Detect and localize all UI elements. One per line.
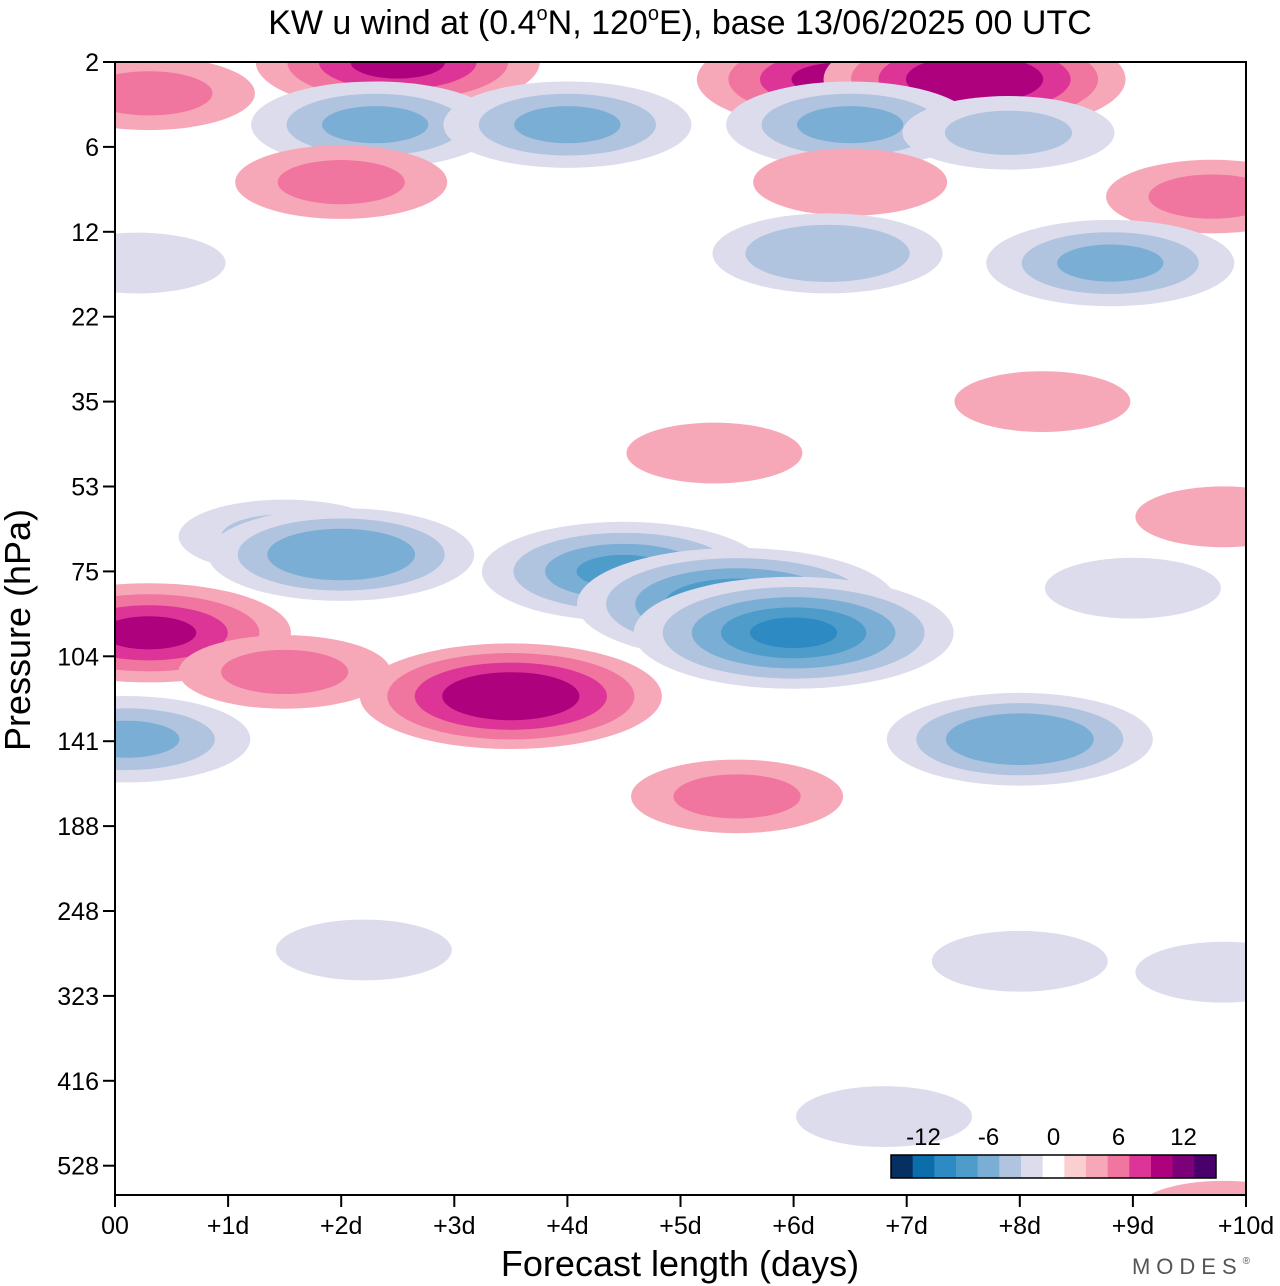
wind-field-contour bbox=[321, 106, 429, 144]
y-tick-label: 22 bbox=[71, 304, 99, 332]
wind-field-contour bbox=[975, 723, 1065, 755]
wind-field-contour bbox=[749, 617, 838, 649]
wind-field-contour bbox=[1148, 1180, 1246, 1195]
y-tick-label: 2 bbox=[85, 49, 99, 77]
y-tick-label: 188 bbox=[57, 813, 99, 841]
colorbar-swatch bbox=[999, 1155, 1022, 1178]
wind-field-contour bbox=[944, 110, 1073, 155]
colorbar-swatch bbox=[1064, 1155, 1087, 1178]
wind-field-contour bbox=[277, 160, 405, 205]
x-tick-label: +2d bbox=[320, 1212, 362, 1240]
colorbar-swatch bbox=[1172, 1155, 1195, 1178]
colorbar-swatch bbox=[1151, 1155, 1174, 1178]
wind-field-contour bbox=[931, 930, 1108, 992]
colorbar-swatch bbox=[934, 1155, 957, 1178]
wind-field-contour bbox=[1135, 941, 1246, 1003]
colorbar-swatch bbox=[1194, 1155, 1217, 1178]
colorbar-swatch bbox=[1107, 1155, 1130, 1178]
y-tick-label: 6 bbox=[85, 134, 99, 162]
y-tick-label: 416 bbox=[57, 1068, 99, 1096]
wind-field-contour bbox=[791, 161, 909, 203]
x-tick-label: +5d bbox=[659, 1212, 701, 1240]
wind-field-contour bbox=[221, 649, 349, 695]
x-tick-label: +10d bbox=[1218, 1212, 1274, 1240]
y-tick-label: 35 bbox=[71, 389, 99, 417]
y-tick-label: 248 bbox=[57, 898, 99, 926]
wind-field-contour bbox=[115, 232, 226, 294]
x-tick-label: +6d bbox=[772, 1212, 814, 1240]
x-tick-label: +3d bbox=[433, 1212, 475, 1240]
wind-field bbox=[115, 62, 1246, 1195]
colorbar-swatch bbox=[1021, 1155, 1044, 1178]
x-tick-label: +7d bbox=[885, 1212, 927, 1240]
x-tick-label: +8d bbox=[999, 1212, 1041, 1240]
y-tick-label: 528 bbox=[57, 1153, 99, 1181]
y-tick-label: 141 bbox=[57, 728, 99, 756]
y-tick-label: 323 bbox=[57, 983, 99, 1011]
wind-field-contour bbox=[933, 64, 1016, 94]
x-tick-label: 00 bbox=[101, 1212, 129, 1240]
wind-field-contour bbox=[514, 106, 621, 144]
colorbar-swatch bbox=[1129, 1155, 1152, 1178]
colorbar-swatch bbox=[912, 1155, 935, 1178]
colorbar-swatch bbox=[891, 1155, 914, 1178]
x-axis-label: Forecast length (days) bbox=[501, 1243, 859, 1284]
y-tick-label: 53 bbox=[71, 474, 99, 502]
x-tick-label: +4d bbox=[546, 1212, 588, 1240]
modes-logo: MODES® bbox=[1132, 1254, 1251, 1279]
wind-field-contour bbox=[1135, 486, 1246, 548]
colorbar-tick-label: 0 bbox=[1047, 1124, 1060, 1151]
wind-field-contour bbox=[1044, 557, 1221, 619]
wind-field-contour bbox=[275, 919, 452, 981]
chart-title: KW u wind at (0.4oN, 120oE), base 13/06/… bbox=[268, 3, 1092, 42]
wind-field-contour bbox=[469, 681, 553, 711]
y-tick-label: 104 bbox=[57, 643, 99, 671]
wind-field-contour bbox=[1057, 244, 1164, 282]
wind-field-contour bbox=[115, 616, 197, 650]
colorbar-legend: -12 -6 0 6 12 bbox=[890, 1124, 1217, 1179]
x-tick-label: +9d bbox=[1112, 1212, 1154, 1240]
colorbar-tick-label: 6 bbox=[1112, 1124, 1125, 1151]
x-axis-ticks: 00 +1d +2d +3d +4d +5d +6d +7d +8d +9d +10d bbox=[101, 1195, 1274, 1240]
wind-field-contour bbox=[350, 62, 446, 79]
colorbar-swatch bbox=[1042, 1155, 1065, 1178]
colorbar-swatch bbox=[1086, 1155, 1109, 1178]
x-tick-label: +1d bbox=[207, 1212, 249, 1240]
wind-field-contour bbox=[115, 71, 213, 116]
colorbar-tick-label: -12 bbox=[906, 1124, 941, 1151]
y-tick-label: 12 bbox=[71, 219, 99, 247]
wind-field-contour bbox=[797, 106, 904, 144]
colorbar-tick-label: 12 bbox=[1170, 1124, 1197, 1151]
y-axis-label: Pressure (hPa) bbox=[0, 509, 38, 751]
y-tick-label: 75 bbox=[71, 558, 99, 586]
wind-field-contour bbox=[296, 539, 386, 570]
y-axis-ticks: 2 6 12 22 35 53 75 104 141 188 248 323 416 528 bbox=[57, 49, 115, 1181]
colorbar-tick-label: -6 bbox=[978, 1124, 999, 1151]
wind-field-contour bbox=[115, 720, 180, 758]
wind-field-contour bbox=[1148, 174, 1246, 219]
wind-field-contour bbox=[954, 371, 1131, 432]
wind-field-contour bbox=[796, 1086, 973, 1148]
wind-field-contour bbox=[778, 236, 877, 271]
colorbar-swatch bbox=[956, 1155, 979, 1178]
wind-field-contour bbox=[626, 422, 803, 484]
wind-field-contour bbox=[673, 774, 801, 819]
colorbar-swatch bbox=[977, 1155, 1000, 1178]
colorbar-frame bbox=[890, 1154, 1217, 1179]
